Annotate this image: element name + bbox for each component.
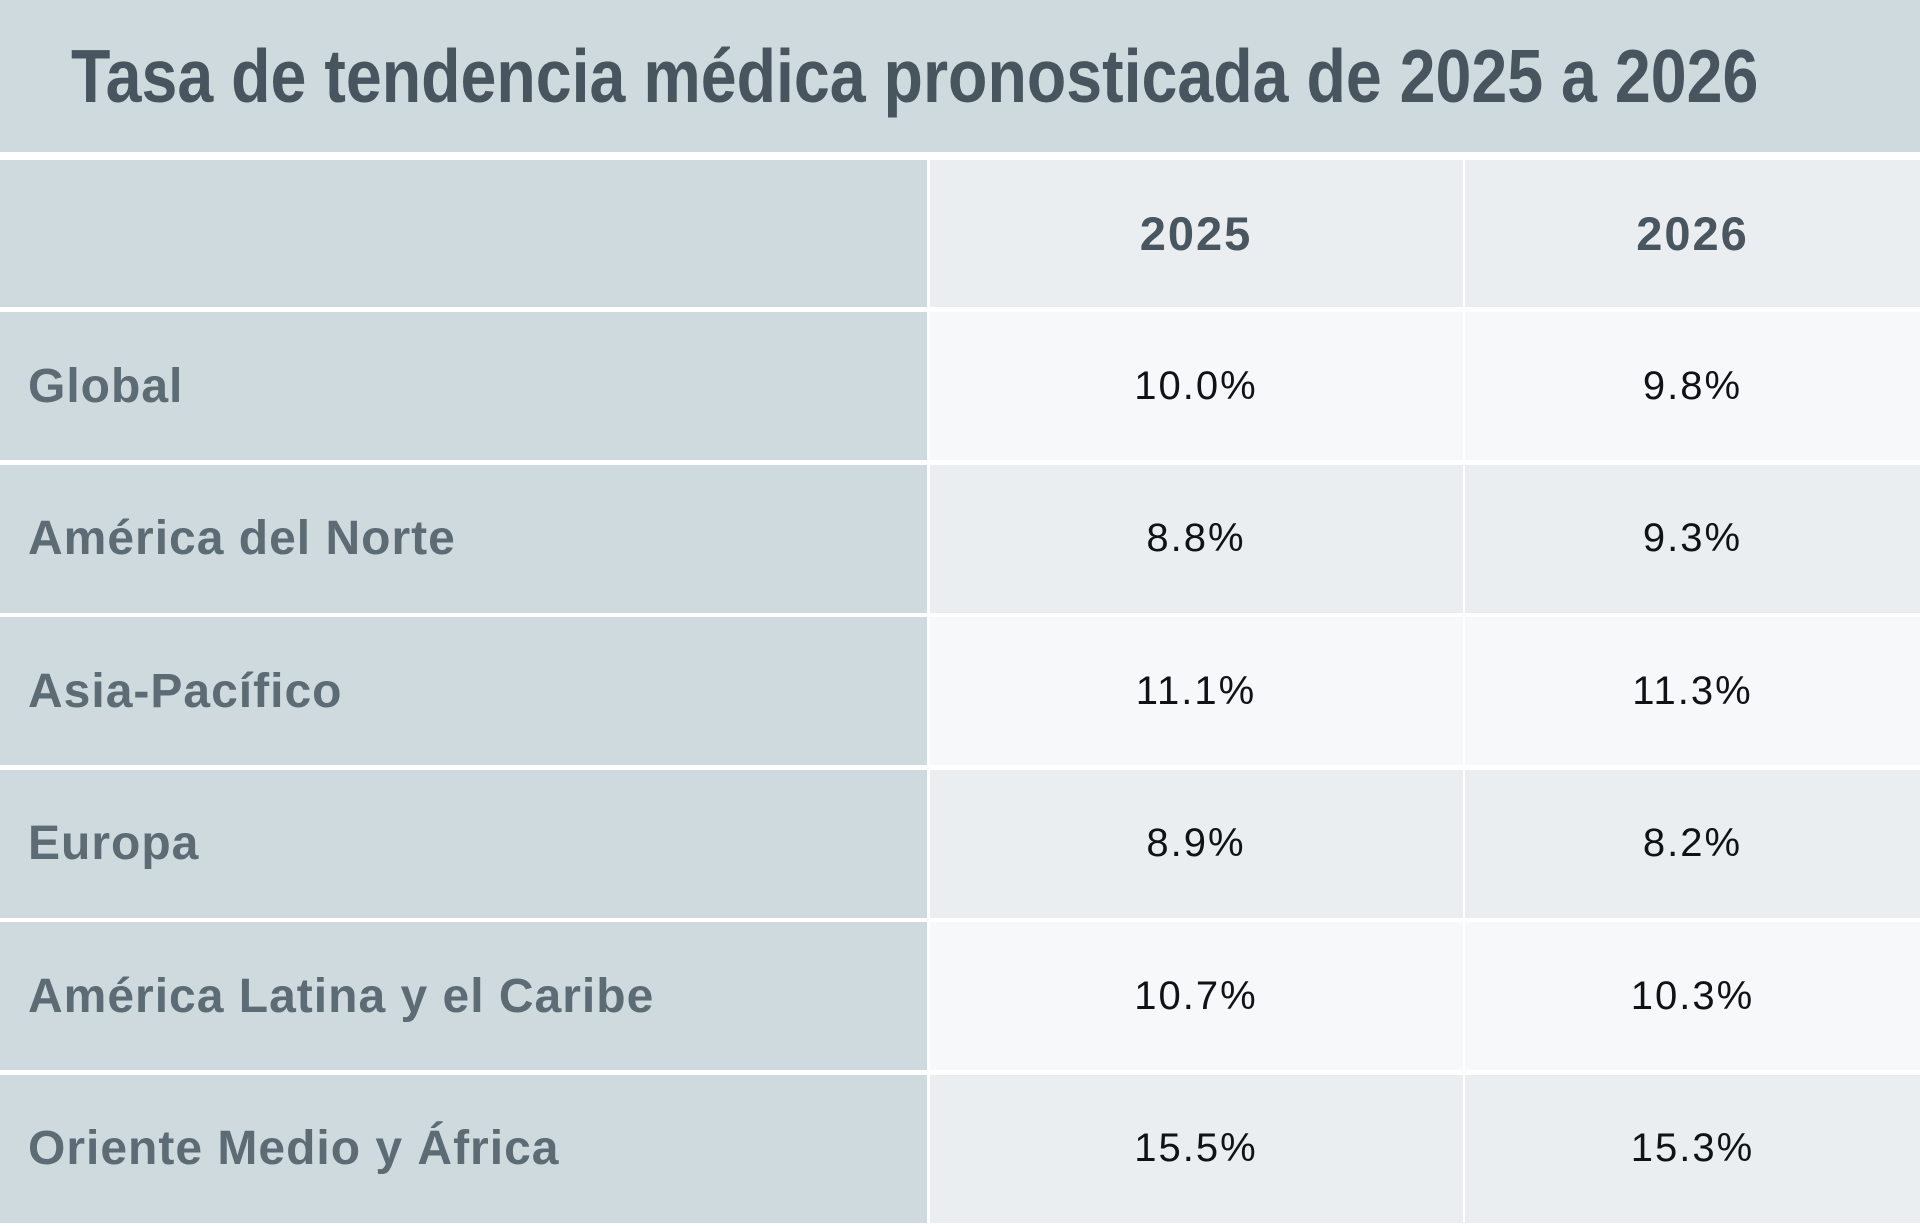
table-row-america-latina-caribe: América Latina y el Caribe 10.7% 10.3% <box>0 922 1920 1070</box>
value-2026: 15.3% <box>1465 1074 1920 1223</box>
table-row-asia-pacifico: Asia-Pacífico 11.1% 11.3% <box>0 617 1920 765</box>
value-2025: 8.9% <box>929 769 1463 918</box>
value-2025: 11.1% <box>929 617 1463 765</box>
column-header-2026: 2026 <box>1465 160 1920 307</box>
row-label: América del Norte <box>0 464 927 613</box>
page-title: Tasa de tendencia médica pronosticada de… <box>71 34 1759 118</box>
table-row-oriente-medio-africa: Oriente Medio y África 15.5% 15.3% <box>0 1074 1920 1223</box>
value-2025: 10.7% <box>929 922 1463 1070</box>
table-row-global: Global 10.0% 9.8% <box>0 312 1920 460</box>
row-label: Asia-Pacífico <box>0 617 927 765</box>
trend-table: 2025 2026 Global 10.0% 9.8% América del … <box>0 160 1920 1223</box>
value-2026: 11.3% <box>1465 617 1920 765</box>
value-2026: 9.8% <box>1465 312 1920 460</box>
table-row-europa: Europa 8.9% 8.2% <box>0 769 1920 918</box>
title-band: Tasa de tendencia médica pronosticada de… <box>0 0 1920 152</box>
value-2026: 9.3% <box>1465 464 1920 613</box>
row-label: Global <box>0 312 927 460</box>
table-header-row: 2025 2026 <box>0 160 1920 307</box>
row-label: Europa <box>0 769 927 918</box>
value-2025: 10.0% <box>929 312 1463 460</box>
value-2026: 8.2% <box>1465 769 1920 918</box>
table-row-america-del-norte: América del Norte 8.8% 9.3% <box>0 464 1920 613</box>
row-label: América Latina y el Caribe <box>0 922 927 1070</box>
value-2025: 15.5% <box>929 1074 1463 1223</box>
value-2025: 8.8% <box>929 464 1463 613</box>
header-region-cell <box>0 160 927 307</box>
row-label: Oriente Medio y África <box>0 1074 927 1223</box>
column-header-2025: 2025 <box>929 160 1463 307</box>
value-2026: 10.3% <box>1465 922 1920 1070</box>
